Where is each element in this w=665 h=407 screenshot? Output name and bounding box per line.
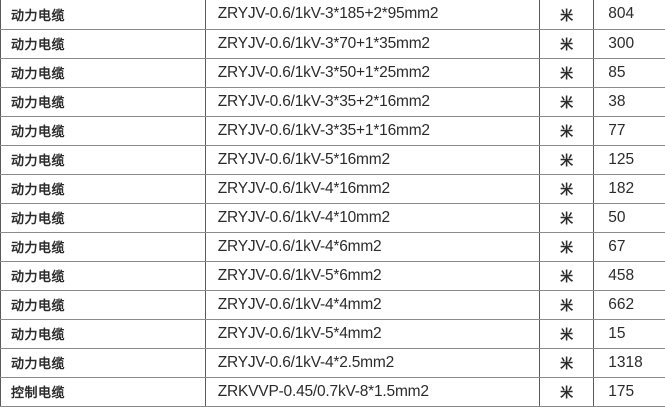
cell-cable-spec: ZRYJV-0.6/1kV-3*35+1*16mm2 (205, 115, 541, 146)
table-row: 动力电缆 ZRYJV-0.6/1kV-3*185+2*95mm2 米 804 (0, 0, 665, 30)
cell-unit: 米 (539, 115, 595, 146)
cell-unit: 米 (539, 144, 595, 175)
cell-cable-type: 动力电缆 (0, 115, 206, 146)
cell-unit: 米 (539, 376, 595, 407)
cell-cable-type: 动力电缆 (0, 318, 206, 349)
cell-cable-type: 动力电缆 (0, 86, 206, 117)
table-row: 动力电缆 ZRYJV-0.6/1kV-3*35+2*16mm2 米 38 (0, 86, 665, 117)
cell-unit: 米 (539, 318, 595, 349)
cell-cable-type: 动力电缆 (0, 289, 206, 320)
cell-unit: 米 (539, 347, 595, 378)
cell-cable-type: 动力电缆 (0, 28, 206, 59)
cell-unit: 米 (539, 86, 595, 117)
cell-cable-type: 控制电缆 (0, 376, 206, 407)
cell-cable-spec: ZRYJV-0.6/1kV-3*35+2*16mm2 (205, 86, 541, 117)
table-row: 控制电缆 ZRKVVP-0.45/0.7kV-8*1.5mm2 米 175 (0, 376, 665, 407)
cell-quantity: 662 (593, 289, 665, 320)
table-row: 动力电缆 ZRYJV-0.6/1kV-3*70+1*35mm2 米 300 (0, 28, 665, 59)
table-row: 动力电缆 ZRYJV-0.6/1kV-4*6mm2 米 67 (0, 231, 665, 262)
cell-unit: 米 (539, 231, 595, 262)
cell-cable-type: 动力电缆 (0, 144, 206, 175)
cell-quantity: 85 (593, 57, 665, 88)
cell-quantity: 77 (593, 115, 665, 146)
cell-cable-spec: ZRYJV-0.6/1kV-4*2.5mm2 (205, 347, 541, 378)
cell-cable-spec: ZRYJV-0.6/1kV-4*16mm2 (205, 173, 541, 204)
table-row: 动力电缆 ZRYJV-0.6/1kV-4*16mm2 米 182 (0, 173, 665, 204)
table-row: 动力电缆 ZRYJV-0.6/1kV-5*16mm2 米 125 (0, 144, 665, 175)
cell-cable-type: 动力电缆 (0, 202, 206, 233)
cell-quantity: 182 (593, 173, 665, 204)
cell-cable-spec: ZRYJV-0.6/1kV-4*4mm2 (205, 289, 541, 320)
cell-quantity: 15 (593, 318, 665, 349)
cell-cable-type: 动力电缆 (0, 347, 206, 378)
cell-unit: 米 (539, 173, 595, 204)
cell-unit: 米 (539, 0, 595, 30)
cell-cable-spec: ZRYJV-0.6/1kV-3*50+1*25mm2 (205, 57, 541, 88)
cell-cable-type: 动力电缆 (0, 260, 206, 291)
cell-cable-spec: ZRYJV-0.6/1kV-5*4mm2 (205, 318, 541, 349)
cell-unit: 米 (539, 57, 595, 88)
cell-unit: 米 (539, 260, 595, 291)
cell-quantity: 38 (593, 86, 665, 117)
cell-cable-type: 动力电缆 (0, 173, 206, 204)
cell-quantity: 50 (593, 202, 665, 233)
table-row: 动力电缆 ZRYJV-0.6/1kV-3*35+1*16mm2 米 77 (0, 115, 665, 146)
table-row: 动力电缆 ZRYJV-0.6/1kV-5*4mm2 米 15 (0, 318, 665, 349)
cell-quantity: 1318 (593, 347, 665, 378)
cell-quantity: 125 (593, 144, 665, 175)
cell-cable-spec: ZRKVVP-0.45/0.7kV-8*1.5mm2 (205, 376, 541, 407)
cell-cable-spec: ZRYJV-0.6/1kV-5*16mm2 (205, 144, 541, 175)
cell-quantity: 458 (593, 260, 665, 291)
cell-unit: 米 (539, 28, 595, 59)
cell-cable-spec: ZRYJV-0.6/1kV-3*70+1*35mm2 (205, 28, 541, 59)
cell-quantity: 175 (593, 376, 665, 407)
table-row: 动力电缆 ZRYJV-0.6/1kV-4*4mm2 米 662 (0, 289, 665, 320)
table-row: 动力电缆 ZRYJV-0.6/1kV-5*6mm2 米 458 (0, 260, 665, 291)
cell-cable-spec: ZRYJV-0.6/1kV-4*6mm2 (205, 231, 541, 262)
cell-cable-type: 动力电缆 (0, 57, 206, 88)
cell-quantity: 67 (593, 231, 665, 262)
cell-cable-spec: ZRYJV-0.6/1kV-5*6mm2 (205, 260, 541, 291)
cell-cable-type: 动力电缆 (0, 231, 206, 262)
table-row: 动力电缆 ZRYJV-0.6/1kV-4*2.5mm2 米 1318 (0, 347, 665, 378)
table-row: 动力电缆 ZRYJV-0.6/1kV-3*50+1*25mm2 米 85 (0, 57, 665, 88)
cell-cable-spec: ZRYJV-0.6/1kV-4*10mm2 (205, 202, 541, 233)
cell-cable-type: 动力电缆 (0, 0, 206, 30)
table-row: 动力电缆 ZRYJV-0.6/1kV-4*10mm2 米 50 (0, 202, 665, 233)
cell-quantity: 300 (593, 28, 665, 59)
cell-quantity: 804 (593, 0, 665, 30)
cell-unit: 米 (539, 289, 595, 320)
cell-unit: 米 (539, 202, 595, 233)
cell-cable-spec: ZRYJV-0.6/1kV-3*185+2*95mm2 (205, 0, 541, 30)
